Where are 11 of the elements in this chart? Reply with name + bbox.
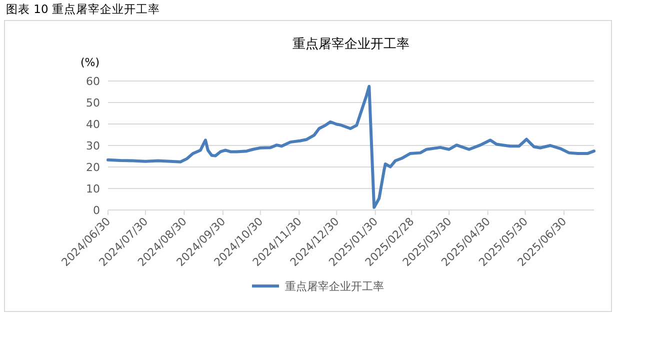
chart-title: 重点屠宰企业开工率 [292,36,410,52]
y-tick-label: 40 [86,118,100,131]
y-tick-label: 30 [86,140,100,152]
y-tick-label: 0 [93,204,100,217]
y-tick-label: 10 [86,182,100,196]
y-tick-label: 60 [86,75,100,88]
text: 图表 10 重点屠宰企业开工率 [6,2,160,16]
y-tick-label: 50 [86,96,100,110]
legend-label: 重点屠宰企业开工率 [285,280,384,293]
y-tick-label: 20 [86,161,100,174]
y-axis-title: (%) [80,56,100,69]
